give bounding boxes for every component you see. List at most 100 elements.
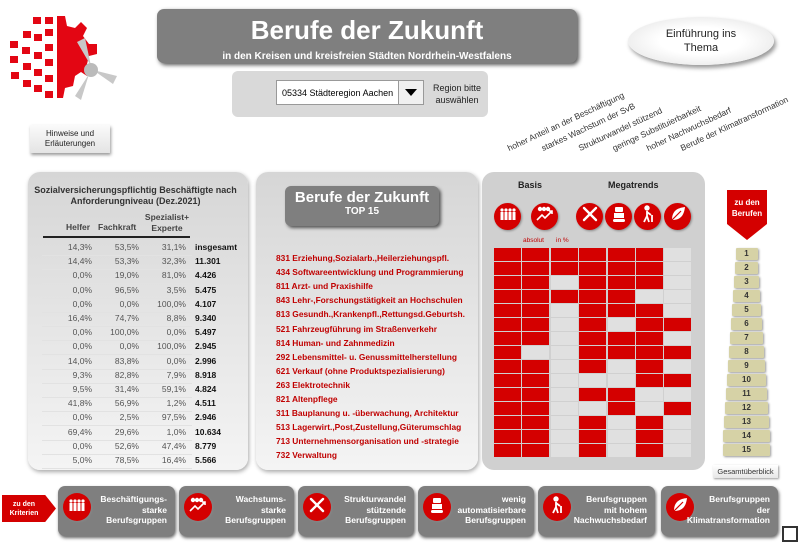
job-number-button[interactable]: 10	[727, 374, 766, 386]
job-number-button[interactable]: 6	[730, 318, 763, 330]
criterion-met-cell	[522, 248, 550, 261]
tools-icon	[308, 496, 326, 519]
job-number-button[interactable]: 15	[722, 444, 771, 456]
criterion-unmet-cell	[607, 416, 635, 429]
job-link[interactable]: 521 Fahrzeugführung im Straßenverkehr	[276, 323, 438, 334]
criterion-button-label: Beschäftigungs- starke Berufsgruppen	[100, 494, 167, 526]
criterion-met-cell	[579, 290, 607, 303]
criterion-unmet-cell	[607, 318, 635, 331]
dropdown-button[interactable]	[398, 80, 424, 105]
job-number-button[interactable]: 12	[725, 402, 768, 414]
job-number-button[interactable]: 13	[724, 416, 769, 428]
criterion-met-cell	[636, 318, 663, 331]
criterion-unmet-cell	[664, 248, 692, 261]
header-divider	[43, 236, 190, 238]
criterion-unmet-cell	[550, 416, 578, 429]
criterion-met-cell	[636, 262, 663, 275]
job-number-button[interactable]: 2	[734, 262, 759, 274]
resize-handle[interactable]	[782, 526, 798, 542]
job-link[interactable]: 814 Human- und Zahnmedizin	[276, 337, 395, 348]
criterion-met-cell	[522, 332, 550, 345]
criterion-met-cell	[494, 290, 521, 303]
job-number-button[interactable]: 4	[732, 290, 761, 302]
job-number-button[interactable]: 14	[723, 430, 770, 442]
tools-criterion	[576, 203, 603, 230]
criterion-met-cell	[522, 388, 550, 401]
criterion-button-label: Wachstums- starke Berufsgruppen	[225, 494, 286, 526]
criterion-met-cell	[636, 374, 663, 387]
job-link[interactable]: 732 Verwaltung	[276, 450, 337, 461]
criterion-button-tools[interactable]: Strukturwandel stützende Berufsgruppen	[298, 486, 414, 536]
criterion-met-cell	[522, 290, 550, 303]
criterion-met-cell	[522, 360, 550, 373]
job-number-button[interactable]: 8	[729, 346, 764, 358]
tools-icon	[581, 205, 599, 228]
job-link[interactable]: 292 Lebensmittel- u. Genussmittelherstel…	[276, 351, 458, 362]
total-cell: 11.301	[195, 256, 221, 267]
total-cell: 4.824	[195, 384, 217, 394]
spezialist-cell: 100,0%	[157, 298, 186, 309]
table-row: 9,5% 31,4% 59,1%	[42, 384, 192, 398]
basis-label: Basis	[518, 180, 543, 190]
criterion-button-employees[interactable]: Beschäftigungs- starke Berufsgruppen	[58, 486, 175, 536]
total-cell: 2.996	[195, 355, 217, 366]
to-criteria-button[interactable]: zu den Kriterien	[2, 495, 56, 522]
criterion-met-cell	[636, 304, 663, 317]
intro-button[interactable]: Einführung ins Thema	[628, 17, 774, 65]
table-row: 69,4% 29,6% 1,0%	[42, 427, 192, 441]
fachkraft-cell: 52,6%	[114, 440, 139, 451]
top15-panel: Berufe der Zukunft TOP 15 831 Erziehung,…	[256, 172, 478, 470]
job-link[interactable]: 813 Gesundh.,Krankenpfl.,Rettungsd.Gebur…	[276, 309, 465, 320]
top15-title: Berufe der Zukunft	[294, 189, 430, 206]
job-link[interactable]: 831 Erziehung,Sozialarb.,Heilerziehungsp…	[276, 253, 450, 263]
job-link[interactable]: 621 Verkauf (ohne Produktspezialisierung…	[276, 365, 445, 376]
job-link[interactable]: 821 Altenpflege	[276, 394, 338, 404]
criterion-met-cell	[636, 276, 663, 289]
spezialist-cell: 3,5%	[166, 284, 186, 295]
criterion-met-cell	[636, 332, 663, 345]
criterion-met-cell	[522, 262, 550, 275]
criterion-unmet-cell	[579, 374, 607, 387]
elderly-icon	[640, 205, 656, 228]
intro-label: Einführung ins Thema	[665, 27, 737, 54]
overview-button[interactable]: Gesamtüberblick	[713, 465, 778, 478]
fachkraft-cell: 56,9%	[114, 398, 139, 409]
spezialist-cell: 32,3%	[161, 256, 186, 267]
job-link[interactable]: 713 Unternehmensorganisation und -strate…	[276, 436, 459, 447]
total-cell: 2.945	[195, 341, 217, 352]
job-number-button[interactable]: 11	[726, 388, 767, 400]
job-number-button[interactable]: 7	[729, 332, 764, 344]
job-number-button[interactable]: 5	[731, 304, 762, 316]
job-number-button[interactable]: 1	[735, 248, 758, 260]
criterion-button-robot[interactable]: wenig automatisierbare Berufsgruppen	[418, 486, 534, 536]
criterion-button-leaf[interactable]: Berufsgruppen der Klimatransformation	[661, 486, 778, 536]
criterion-unmet-cell	[664, 290, 692, 303]
job-link[interactable]: 263 Elektrotechnik	[276, 379, 351, 390]
notes-button[interactable]: Hinweise und Erläuterungen	[30, 125, 110, 153]
to-jobs-button[interactable]: zu den Berufen	[727, 190, 767, 240]
job-link[interactable]: 843 Lehr-,Forschungstätigkeit an Hochsch…	[276, 295, 463, 306]
total-cell: 2.946	[195, 412, 217, 423]
criterion-met-cell	[607, 346, 635, 359]
title-banner: Berufe der Zukunft in den Kreisen und kr…	[157, 9, 577, 63]
fachkraft-cell: 0,0%	[119, 341, 139, 352]
criterion-button-growth[interactable]: Wachstums- starke Berufsgruppen	[179, 486, 294, 536]
job-number-button[interactable]: 3	[733, 276, 760, 288]
megatrends-label: Megatrends	[608, 180, 659, 190]
growth-icon	[535, 206, 554, 227]
criterion-button-elderly[interactable]: Berufsgruppen mit hohem Nachwuchsbedarf	[538, 486, 655, 536]
criterion-met-cell	[579, 430, 607, 443]
job-link[interactable]: 434 Softwareentwicklung und Programmieru…	[276, 267, 464, 278]
job-link[interactable]: 513 Lagerwirt.,Post,Zustellung,Güterumsc…	[276, 422, 462, 433]
helfer-cell: 14,3%	[67, 242, 92, 252]
criterion-met-cell	[550, 248, 578, 261]
percent-label: in %	[556, 237, 569, 244]
criterion-unmet-cell	[550, 402, 578, 415]
job-number-button[interactable]: 9	[728, 360, 765, 372]
fachkraft-cell: 19,0%	[114, 270, 139, 281]
job-link[interactable]: 811 Arzt- und Praxishilfe	[276, 281, 373, 292]
criterion-unmet-cell	[636, 290, 663, 303]
job-link[interactable]: 311 Bauplanung u. -überwachung, Architek…	[276, 408, 459, 419]
criterion-unmet-cell	[664, 444, 692, 457]
leaf-icon	[671, 496, 689, 519]
